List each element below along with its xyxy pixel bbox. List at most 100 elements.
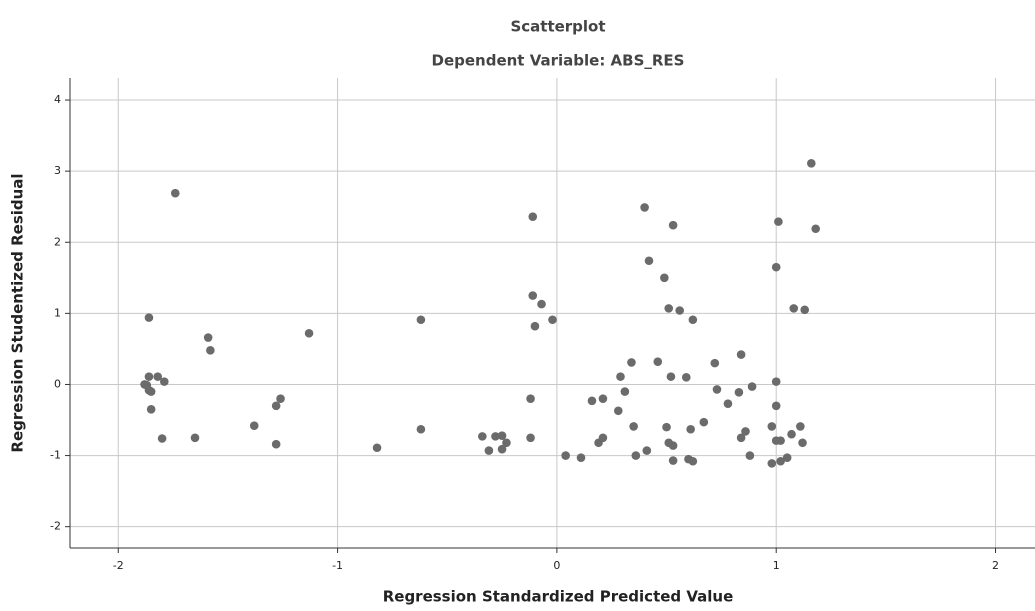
y-tick-label: 4 xyxy=(54,93,61,106)
point xyxy=(741,427,750,436)
point xyxy=(734,387,744,397)
y-axis-label: Regression Studentized Residual xyxy=(9,173,27,452)
point xyxy=(653,357,663,367)
point xyxy=(800,305,810,315)
point xyxy=(526,433,535,443)
point xyxy=(484,446,494,455)
point xyxy=(146,405,156,414)
point xyxy=(736,350,746,359)
point xyxy=(144,313,154,322)
point xyxy=(491,432,500,441)
point xyxy=(140,380,149,389)
x-tick-label: -1 xyxy=(332,559,343,572)
point xyxy=(598,433,608,443)
point xyxy=(787,429,796,439)
point xyxy=(806,159,816,168)
point xyxy=(712,385,722,394)
point xyxy=(771,401,781,411)
point xyxy=(271,401,281,411)
point xyxy=(664,304,674,313)
y-tick-label: -2 xyxy=(50,520,61,533)
point xyxy=(660,273,669,283)
point xyxy=(561,451,570,460)
point xyxy=(644,256,654,266)
point xyxy=(502,438,511,448)
point xyxy=(811,224,820,234)
point xyxy=(587,396,597,406)
point xyxy=(528,212,538,221)
y-tick-label: 1 xyxy=(54,306,61,319)
x-tick-label: -2 xyxy=(113,559,124,572)
point xyxy=(789,304,799,313)
point xyxy=(688,315,698,325)
point xyxy=(497,431,507,440)
point xyxy=(613,406,623,416)
point xyxy=(497,444,507,454)
point xyxy=(736,433,746,443)
point xyxy=(526,394,535,403)
point xyxy=(688,456,698,466)
point xyxy=(776,436,785,445)
point xyxy=(616,372,625,381)
point xyxy=(416,315,426,325)
y-tick-label: 2 xyxy=(54,235,61,248)
point xyxy=(767,459,777,468)
point xyxy=(662,422,671,432)
point xyxy=(190,433,200,443)
point xyxy=(146,387,156,396)
point xyxy=(771,377,781,386)
point xyxy=(537,299,546,309)
point xyxy=(699,417,709,427)
point xyxy=(745,451,755,460)
point xyxy=(416,424,426,434)
point xyxy=(530,321,540,331)
y-tick-label: -1 xyxy=(50,449,61,462)
point xyxy=(203,333,213,342)
point xyxy=(627,358,636,367)
point xyxy=(675,306,685,315)
point xyxy=(528,291,538,300)
point xyxy=(710,358,720,368)
point xyxy=(153,372,163,381)
point xyxy=(668,220,678,230)
point xyxy=(631,451,641,460)
x-axis-label: Regression Standardized Predicted Value xyxy=(383,588,734,606)
point xyxy=(666,372,676,381)
point xyxy=(796,422,805,431)
point xyxy=(668,456,678,465)
point xyxy=(747,382,757,391)
y-tick-label: 0 xyxy=(54,377,61,390)
chart-title: Scatterplot xyxy=(510,18,605,36)
point xyxy=(686,424,695,434)
point xyxy=(771,262,781,272)
point xyxy=(598,394,608,403)
point xyxy=(668,441,678,450)
point xyxy=(782,453,792,462)
point xyxy=(723,399,733,408)
point xyxy=(271,439,281,449)
point xyxy=(249,421,259,431)
point xyxy=(576,453,586,462)
chart-subtitle: Dependent Variable: ABS_RES xyxy=(432,52,685,70)
point xyxy=(642,446,652,455)
point xyxy=(774,217,783,226)
x-tick-label: 1 xyxy=(773,559,780,572)
point xyxy=(640,203,649,212)
point xyxy=(144,372,154,381)
x-tick-label: 2 xyxy=(992,559,999,572)
point xyxy=(776,456,785,466)
point xyxy=(206,346,215,355)
x-tick-label: 0 xyxy=(553,559,560,572)
point xyxy=(798,438,807,448)
y-tick-label: 3 xyxy=(54,164,61,177)
point xyxy=(478,432,487,441)
point xyxy=(276,394,285,403)
point xyxy=(767,422,777,431)
point xyxy=(170,188,180,198)
point xyxy=(629,422,638,431)
point xyxy=(157,434,167,443)
point xyxy=(681,373,691,382)
point xyxy=(372,443,382,453)
point xyxy=(548,315,557,325)
